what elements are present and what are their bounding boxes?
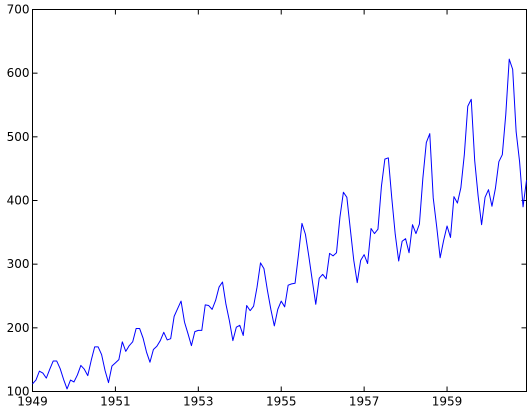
axis-ticks <box>32 9 527 392</box>
y-tick-label: 100 <box>7 385 30 399</box>
y-tick-label: 700 <box>7 3 30 17</box>
y-tick-label: 600 <box>7 66 30 80</box>
series-layer <box>32 58 527 390</box>
plot-frame <box>32 9 527 392</box>
y-tick-label: 500 <box>7 130 30 144</box>
y-tick-label: 300 <box>7 257 30 271</box>
x-tick-label: 1957 <box>349 395 380 409</box>
series-line-0 <box>32 58 527 390</box>
x-tick-label: 1953 <box>183 395 214 409</box>
axis-tick-labels: 100 200 300 400 500 600 700 1949 1951 1953 1955 195… <box>7 3 463 409</box>
x-tick-label: 1959 <box>432 395 463 409</box>
y-tick-label: 200 <box>7 321 30 335</box>
x-tick-label: 1955 <box>266 395 297 409</box>
x-tick-label: 1951 <box>100 395 131 409</box>
x-tick-label: 1949 <box>17 395 48 409</box>
y-tick-label: 400 <box>7 194 30 208</box>
